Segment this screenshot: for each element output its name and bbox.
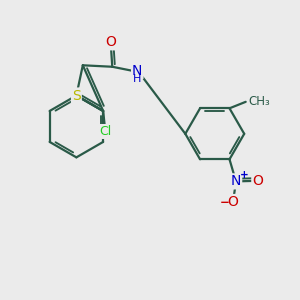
Text: O: O (105, 35, 116, 49)
Text: H: H (133, 74, 142, 83)
Text: CH₃: CH₃ (248, 95, 270, 108)
Text: N: N (132, 64, 142, 78)
Text: N: N (231, 174, 241, 188)
Text: Cl: Cl (99, 125, 111, 138)
Text: S: S (72, 88, 81, 103)
Text: O: O (252, 174, 263, 188)
Text: +: + (240, 170, 249, 181)
Text: −: − (219, 196, 229, 209)
Text: O: O (228, 195, 238, 209)
